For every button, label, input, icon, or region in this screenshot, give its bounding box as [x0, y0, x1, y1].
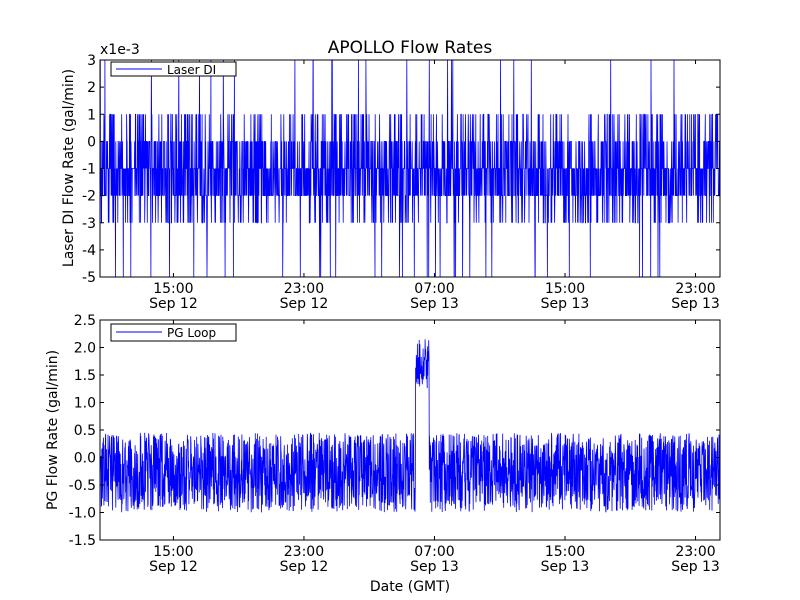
x-tick-time-label: 15:00 [545, 281, 585, 297]
y-tick-label: 2 [87, 80, 96, 96]
pg-loop-y-axis-label: PG Flow Rate (gal/min) [45, 350, 61, 510]
y-tick-label: -0.5 [69, 478, 96, 494]
x-tick-date-label: Sep 12 [280, 559, 329, 575]
x-tick-date-label: Sep 12 [149, 559, 198, 575]
x-tick-date-label: Sep 13 [541, 296, 590, 312]
laser-di-legend-box [110, 61, 237, 77]
x-tick-date-label: Sep 13 [671, 559, 720, 575]
pg-loop-series-group [100, 339, 720, 513]
x-tick-time-label: 07:00 [414, 544, 454, 560]
x-tick-time-label: 23:00 [675, 281, 715, 297]
laser-di-series-line [100, 60, 720, 277]
y-tick-label: 1 [87, 107, 96, 123]
y-tick-label: -5 [82, 270, 96, 286]
y-tick-label: 0 [87, 134, 96, 150]
x-tick-time-label: 07:00 [414, 281, 454, 297]
x-tick-date-label: Sep 12 [149, 296, 198, 312]
y-tick-label: -2 [82, 189, 96, 205]
x-tick-time-label: 15:00 [545, 544, 585, 560]
pg-loop-legend-box [110, 323, 237, 342]
y-tick-label: -1 [82, 162, 96, 178]
y-tick-label: 1.5 [74, 368, 96, 384]
y-tick-label: 1.0 [74, 396, 96, 412]
pg-loop-series-line [100, 339, 720, 513]
x-tick-date-label: Sep 12 [280, 296, 329, 312]
y-tick-label: -4 [82, 243, 96, 259]
x-axis-label: Date (GMT) [370, 579, 450, 595]
y-tick-label: 3 [87, 53, 96, 69]
pg-loop-legend-label: PG Loop [167, 326, 216, 340]
laser-di-legend: Laser DI [110, 61, 237, 77]
x-tick-date-label: Sep 13 [671, 296, 720, 312]
y-tick-label: 0.0 [74, 451, 96, 467]
pg-loop-plot-frame [99, 319, 721, 541]
laser-di-plot-frame [99, 59, 721, 278]
y-tick-label: 0.5 [74, 423, 96, 439]
laser-di-legend-label: Laser DI [167, 63, 216, 77]
x-tick-time-label: 15:00 [153, 281, 193, 297]
x-tick-date-label: Sep 13 [541, 559, 590, 575]
y-tick-label: -1.0 [69, 506, 96, 522]
laser-di-y-multiplier: x1e-3 [100, 42, 140, 58]
y-tick-label: 2.0 [74, 341, 96, 357]
x-tick-time-label: 23:00 [675, 544, 715, 560]
x-tick-time-label: 23:00 [284, 281, 324, 297]
laser-di-y-axis-label: Laser DI Flow Rate (gal/min) [61, 69, 77, 267]
y-tick-label: -3 [82, 216, 96, 232]
pg-loop-legend: PG Loop [110, 323, 237, 342]
chart-title: APOLLO Flow Rates [328, 38, 493, 58]
y-tick-label: 2.5 [74, 313, 96, 329]
x-tick-time-label: 15:00 [153, 544, 193, 560]
laser-di-series-group [100, 60, 720, 277]
x-tick-time-label: 23:00 [284, 544, 324, 560]
x-tick-date-label: Sep 13 [410, 559, 459, 575]
x-tick-date-label: Sep 13 [410, 296, 459, 312]
y-tick-label: -1.5 [69, 533, 96, 549]
